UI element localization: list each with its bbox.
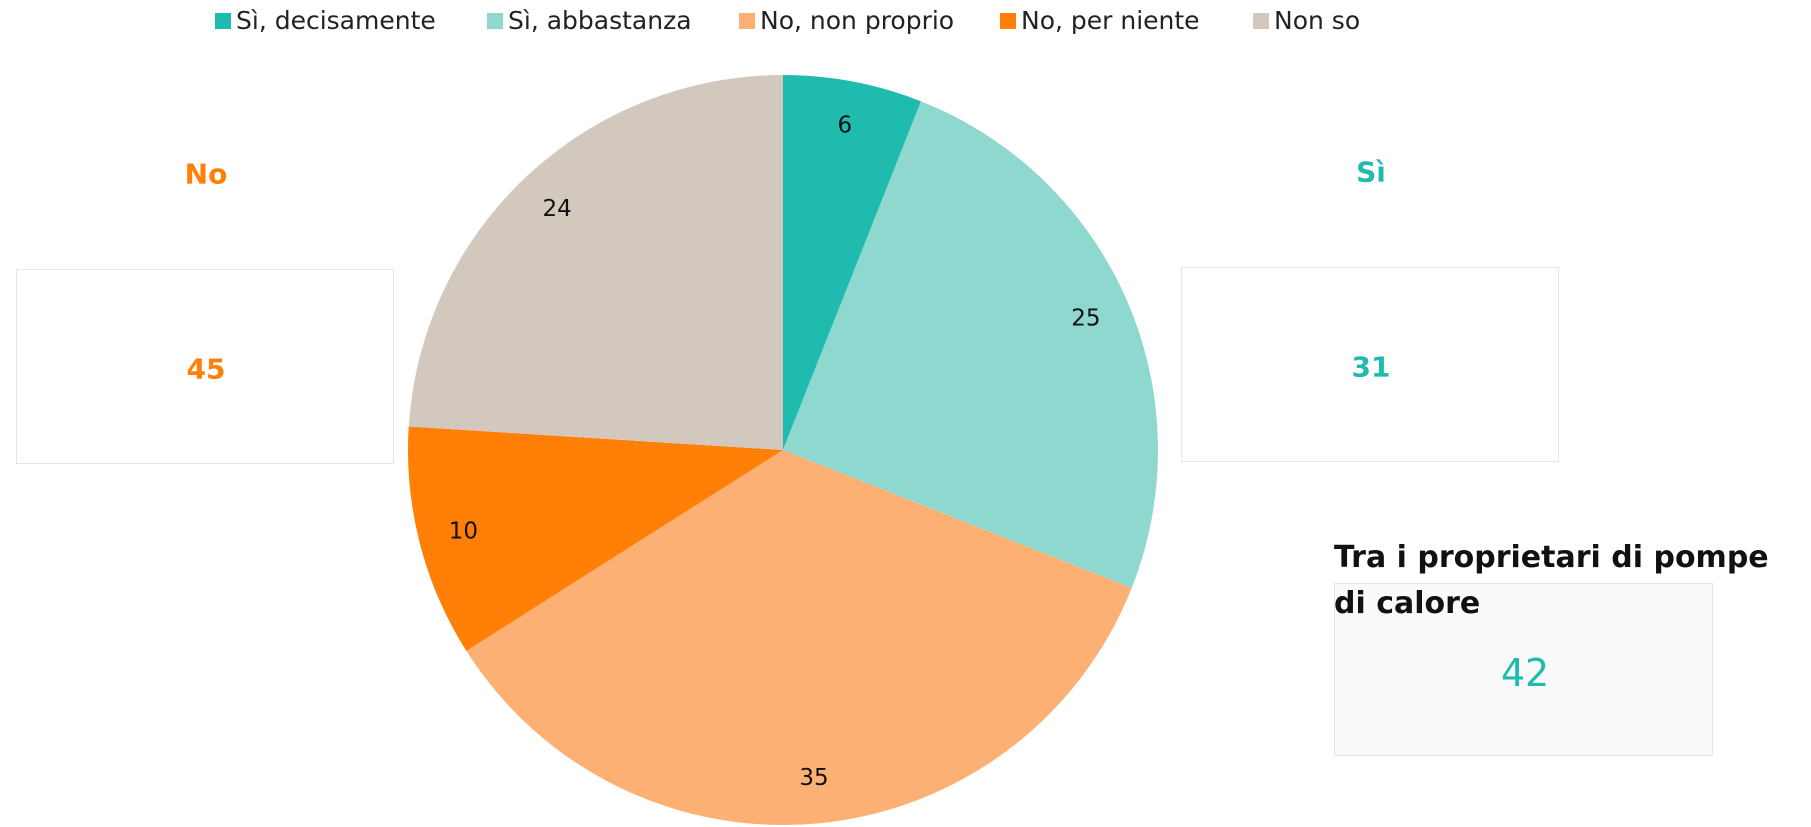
pie-slice <box>466 450 1132 825</box>
pie-slice <box>408 75 783 450</box>
pie-slice <box>783 101 1158 589</box>
summary-label: No <box>184 157 228 191</box>
pie-slice <box>408 426 783 651</box>
data-label: 6 <box>838 112 853 138</box>
note-title: Tra i proprietari di pompe di calore <box>1334 540 1769 621</box>
legend-label: No, per niente <box>1021 6 1200 35</box>
legend-swatch <box>739 13 755 29</box>
legend-swatch <box>1253 13 1269 29</box>
legend-swatch <box>215 13 231 29</box>
summary-value: 45 <box>186 352 226 386</box>
note-value: 42 <box>1500 651 1550 695</box>
legend-label: Sì, abbastanza <box>508 6 692 35</box>
data-label: 10 <box>449 519 478 545</box>
summary-label: Sì <box>1356 155 1386 189</box>
summary-box <box>16 269 394 464</box>
legend-label: No, non proprio <box>760 6 954 35</box>
legend-swatch <box>1000 13 1016 29</box>
legend-label: Sì, decisamente <box>236 6 436 35</box>
legend-swatch <box>487 13 503 29</box>
legend-label: Non so <box>1274 6 1360 35</box>
summary-box <box>1181 267 1559 462</box>
summary-value: 31 <box>1351 350 1391 384</box>
pie-slice <box>783 75 922 450</box>
data-label: 25 <box>1071 305 1100 331</box>
data-label: 24 <box>542 196 571 222</box>
data-label: 35 <box>799 765 828 791</box>
note-box <box>1334 583 1713 756</box>
